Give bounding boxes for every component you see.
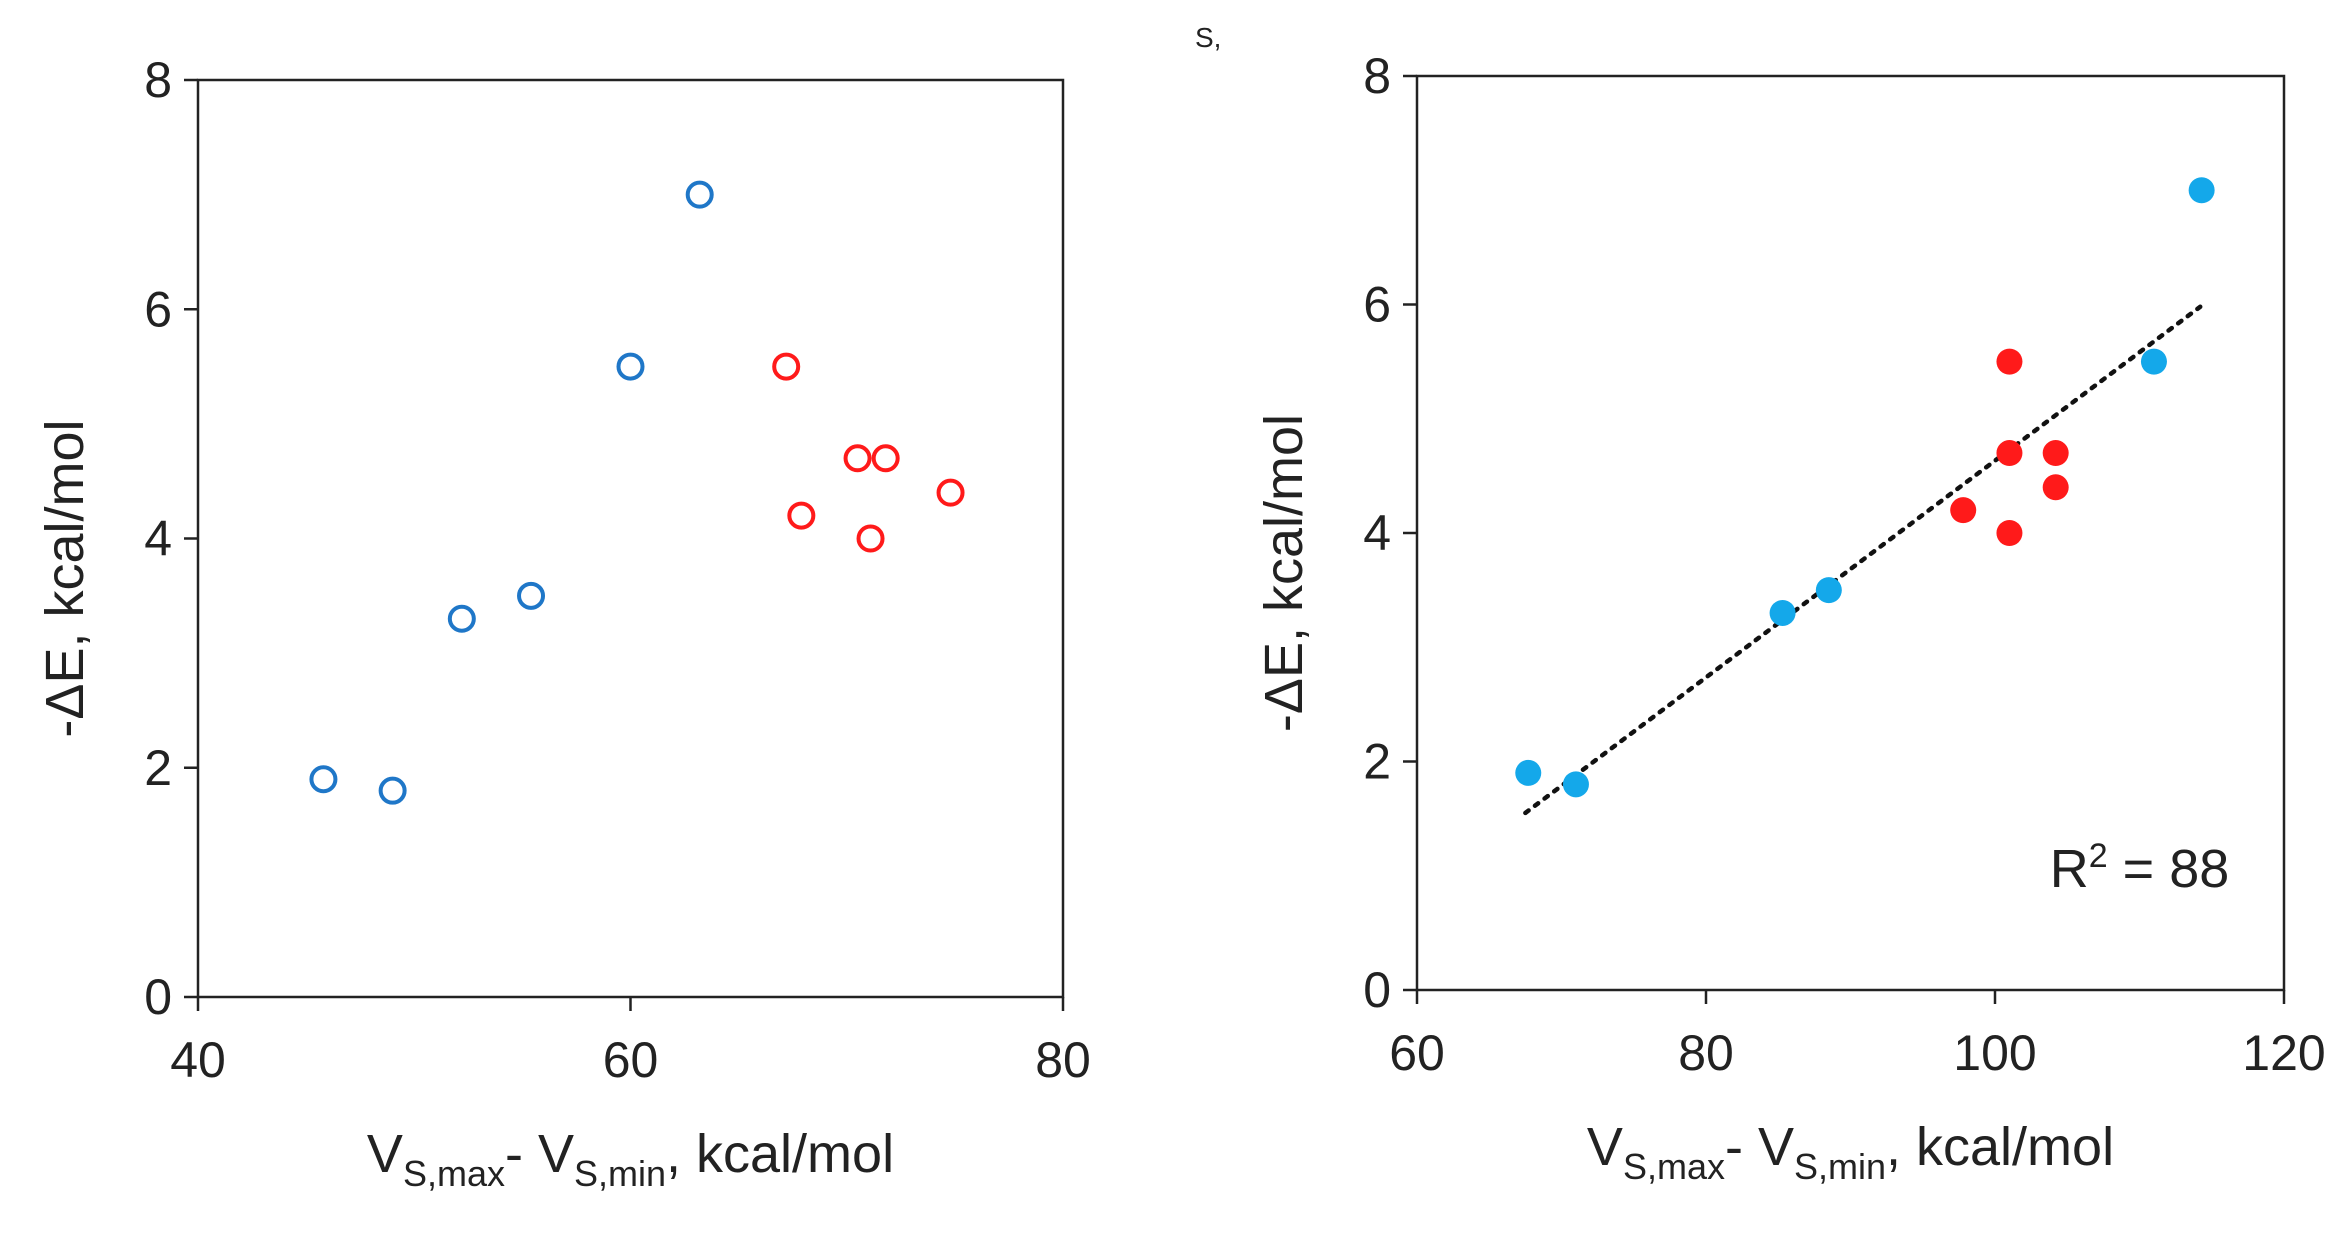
right-ytick-label-3: 6 bbox=[1363, 277, 1391, 333]
right-ytick-label-1: 2 bbox=[1363, 734, 1391, 790]
left-xtick-label-2: 80 bbox=[1035, 1032, 1091, 1088]
left-ytick-label-1: 2 bbox=[144, 740, 172, 796]
right-xtick-label-1: 80 bbox=[1678, 1025, 1734, 1081]
right-red-point-0 bbox=[1950, 497, 1977, 524]
left-y-axis-label: -ΔE, kcal/mol bbox=[35, 419, 95, 737]
right-r2-annotation: R2 = 88 bbox=[2050, 837, 2230, 899]
stray-mark: S, bbox=[1195, 22, 1222, 53]
left-xtick-label-1: 60 bbox=[603, 1032, 659, 1088]
right-blue-point-5 bbox=[2188, 177, 2215, 204]
left-blue-point-3 bbox=[517, 581, 546, 610]
right-x-axis-label-part-3: S,min bbox=[1794, 1146, 1886, 1187]
right-xtick-label-3: 120 bbox=[2242, 1025, 2325, 1081]
right-x-axis-label-part-1: S,max bbox=[1623, 1146, 1725, 1187]
left-xtick-label-0: 40 bbox=[170, 1032, 226, 1088]
left-ytick-label-3: 6 bbox=[144, 281, 172, 337]
right-blue-point-1 bbox=[1562, 771, 1589, 798]
left-x-axis-label-part-3: S,min bbox=[574, 1153, 666, 1194]
right-red-point-4 bbox=[2042, 440, 2069, 467]
left-red-point-4 bbox=[871, 444, 900, 473]
left-chart: 0 2 4 6 8 40 60 80 -ΔE, kcal/mol VS,max- VS,min, … bbox=[35, 52, 1091, 1194]
r2-annotation-r: R bbox=[2050, 839, 2089, 899]
right-x-axis-label-part-0: V bbox=[1587, 1117, 1623, 1177]
right-x-axis-label-part-4: , kcal/mol bbox=[1886, 1117, 2114, 1177]
left-blue-point-1 bbox=[378, 776, 407, 805]
right-xtick-label-0: 60 bbox=[1389, 1025, 1445, 1081]
left-red-point-3 bbox=[856, 524, 885, 553]
left-blue-point-5 bbox=[685, 180, 714, 209]
left-ytick-label-4: 8 bbox=[144, 52, 172, 108]
right-chart: 0 2 4 6 8 60 80 100 120 -ΔE, kcal/mol VS,max- VS,m… bbox=[1254, 48, 2326, 1187]
left-x-axis-label-part-4: , kcal/mol bbox=[666, 1124, 894, 1184]
right-ytick-label-2: 4 bbox=[1363, 505, 1391, 561]
right-red-point-3 bbox=[1996, 520, 2023, 546]
left-blue-point-2 bbox=[447, 604, 476, 633]
right-ytick-label-0: 0 bbox=[1363, 962, 1391, 1018]
left-ytick-label-2: 4 bbox=[144, 511, 172, 567]
right-red-point-1 bbox=[1996, 348, 2023, 375]
right-red-point-2 bbox=[1996, 440, 2023, 467]
right-x-axis-label: VS,max- VS,min, kcal/mol bbox=[1587, 1117, 2114, 1187]
r2-annotation-sup: 2 bbox=[2089, 837, 2108, 875]
left-red-point-2 bbox=[843, 444, 872, 473]
right-blue-point-3 bbox=[1815, 577, 1842, 604]
left-blue-point-4 bbox=[616, 352, 645, 381]
right-xtick-label-2: 100 bbox=[1953, 1025, 2036, 1081]
left-plot-frame bbox=[196, 78, 1065, 999]
right-blue-point-4 bbox=[2140, 348, 2167, 375]
right-y-axis-label: -ΔE, kcal/mol bbox=[1254, 414, 1314, 732]
left-red-point-5 bbox=[936, 478, 965, 507]
right-x-axis-label-part-2: - V bbox=[1725, 1117, 1794, 1177]
left-x-axis-label-part-1: S,max bbox=[403, 1153, 505, 1194]
left-red-point-1 bbox=[787, 501, 816, 530]
left-red-point-0 bbox=[772, 352, 801, 381]
right-trendline bbox=[1523, 304, 2203, 816]
left-x-axis-label: VS,max- VS,min, kcal/mol bbox=[367, 1124, 894, 1194]
right-blue-point-0 bbox=[1515, 759, 1542, 786]
right-ytick-label-4: 8 bbox=[1363, 48, 1391, 104]
left-x-axis-label-part-0: V bbox=[367, 1124, 403, 1184]
left-x-axis-label-part-2: - V bbox=[505, 1124, 574, 1184]
r2-annotation-value: = 88 bbox=[2108, 839, 2230, 899]
left-blue-point-0 bbox=[309, 765, 338, 794]
left-ytick-label-0: 0 bbox=[144, 969, 172, 1025]
right-red-point-5 bbox=[2042, 474, 2069, 501]
right-blue-point-2 bbox=[1769, 599, 1796, 626]
